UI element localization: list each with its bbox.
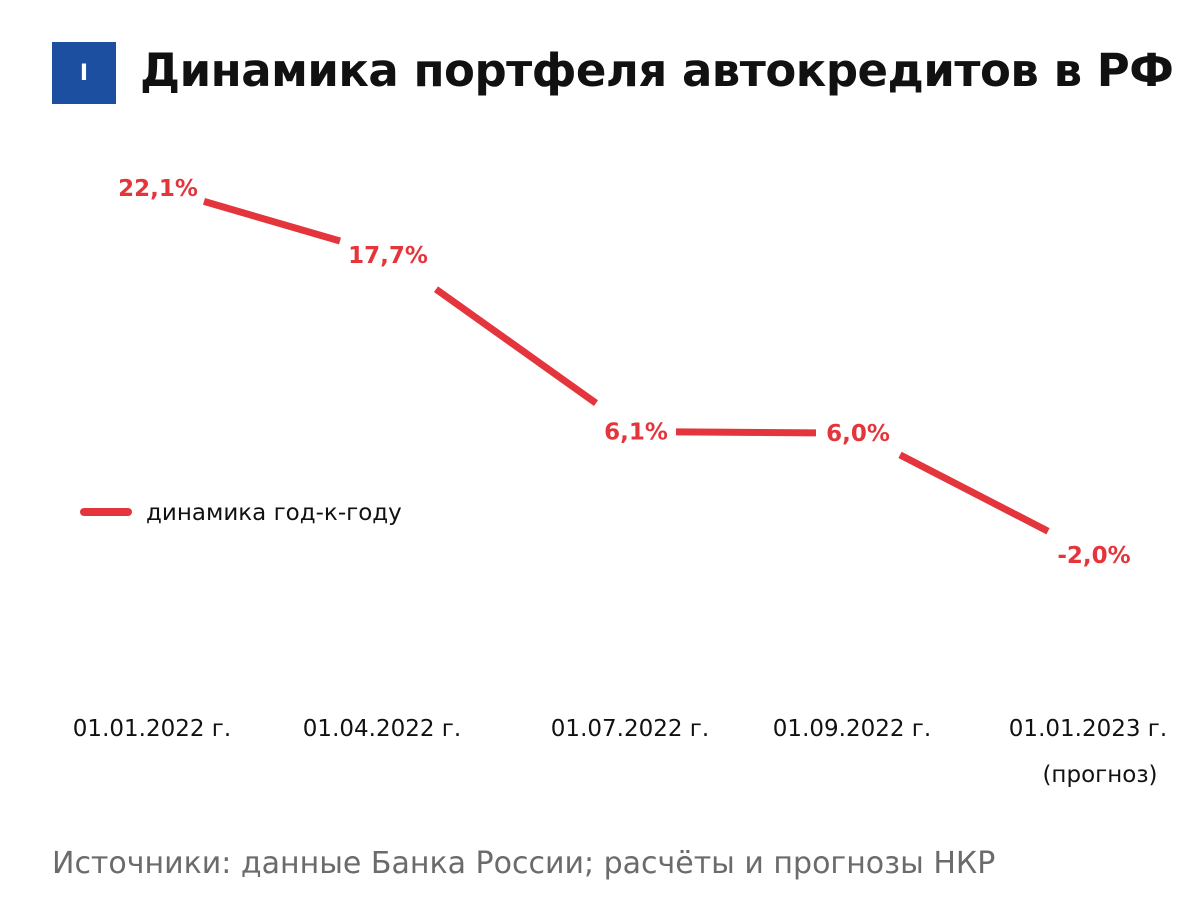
data-label: 6,1% [604,420,668,446]
data-label: 6,0% [826,421,890,447]
x-tick-note: (прогноз) [1042,762,1157,788]
x-tick-label: 01.09.2022 г. [773,716,931,742]
data-label: 17,7% [348,243,428,269]
series-line-segment [675,428,817,437]
series-line-group [203,198,1050,535]
data-label-group: 22,1% 17,7% 6,1% 6,0% -2,0% [118,176,1131,569]
legend: динамика год-к-году [80,500,402,526]
source-note: Источники: данные Банка России; расчёты … [52,846,996,881]
x-axis-tick-group: 01.01.2022 г. 01.04.2022 г. 01.07.2022 г. 0… [73,716,1167,788]
x-tick-label: 01.04.2022 г. [303,716,461,742]
x-tick-label: 01.01.2022 г. [73,716,231,742]
series-line-segment [433,286,599,407]
series-line-segment [898,451,1050,535]
chart-title: Динамика портфеля автокредитов в РФ [140,44,1174,97]
series-line-segment [203,198,341,245]
section-badge: I [52,42,116,104]
data-label: -2,0% [1057,543,1130,569]
x-tick-label: 01.01.2023 г. [1009,716,1167,742]
data-label: 22,1% [118,176,198,202]
line-chart: 22,1% 17,7% 6,1% 6,0% -2,0% динамика год-к-г… [73,176,1167,788]
x-tick-label: 01.07.2022 г. [551,716,709,742]
legend-label: динамика год-к-году [146,500,402,526]
